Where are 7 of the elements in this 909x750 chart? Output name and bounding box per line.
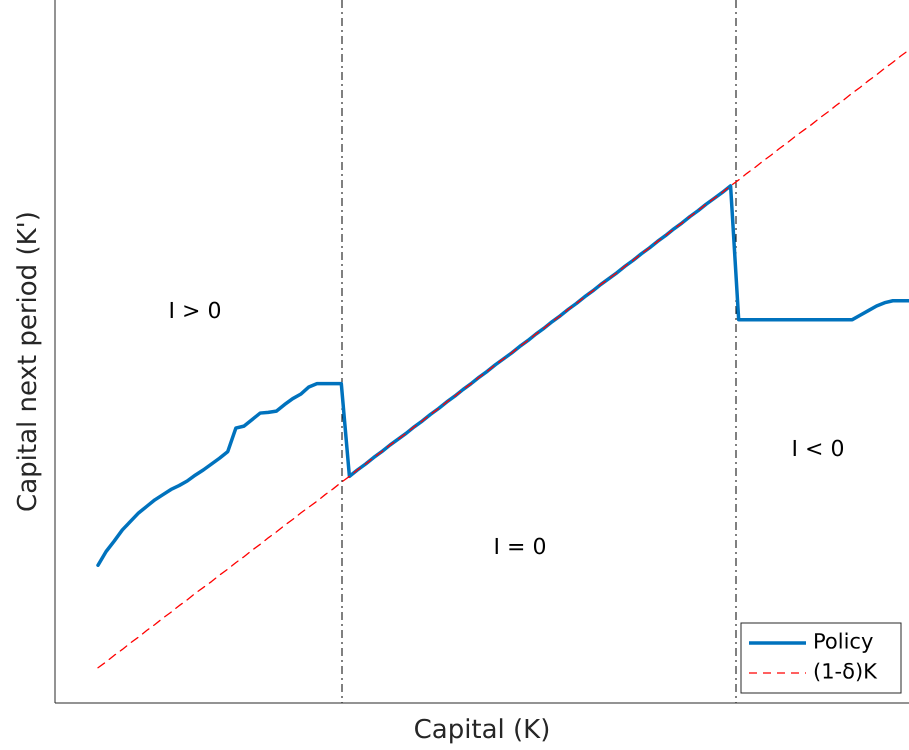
x-axis-title: Capital (K) [414,715,550,745]
legend-label: Policy [813,630,874,654]
annotation: I < 0 [792,437,844,462]
annotation: I = 0 [494,535,546,560]
annotation: I > 0 [168,299,222,324]
legend-label: (1-δ)K [813,660,878,684]
y-axis-title: Capital next period (K') [13,211,43,512]
